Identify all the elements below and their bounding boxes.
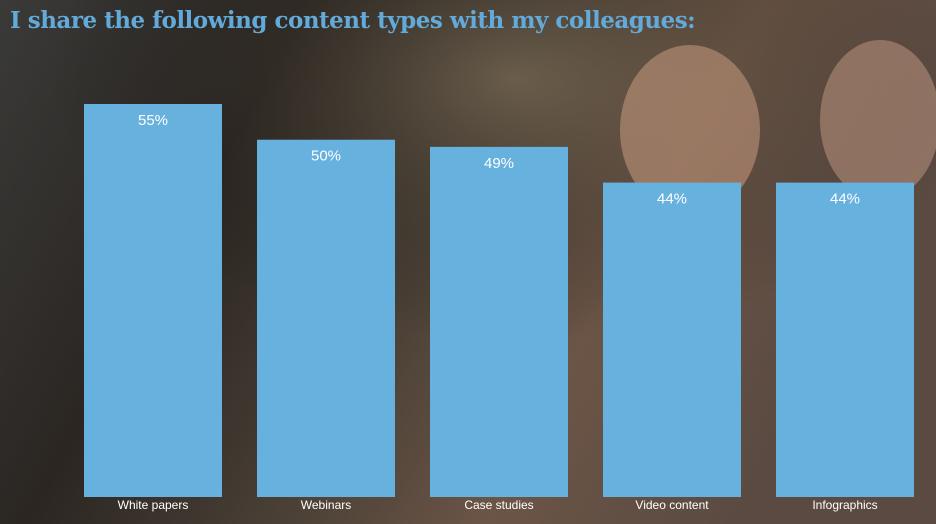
value-label: 44% <box>657 191 687 208</box>
value-label: 44% <box>830 191 860 208</box>
bar <box>257 139 395 497</box>
bar <box>430 146 568 497</box>
x-tick-label: Infographics <box>812 498 877 512</box>
x-tick-label: White papers <box>118 498 189 512</box>
value-label: 55% <box>138 112 168 129</box>
background-face <box>620 45 760 215</box>
x-tick-label: Case studies <box>464 498 533 512</box>
value-label: 50% <box>311 148 341 165</box>
bar <box>603 182 741 497</box>
background-face <box>820 40 936 200</box>
chart-title: I share the following content types with… <box>10 7 695 34</box>
bar <box>776 182 914 497</box>
value-label: 49% <box>484 155 514 172</box>
x-tick-label: Video content <box>635 498 709 512</box>
x-tick-label: Webinars <box>301 498 351 512</box>
bar <box>84 104 222 497</box>
